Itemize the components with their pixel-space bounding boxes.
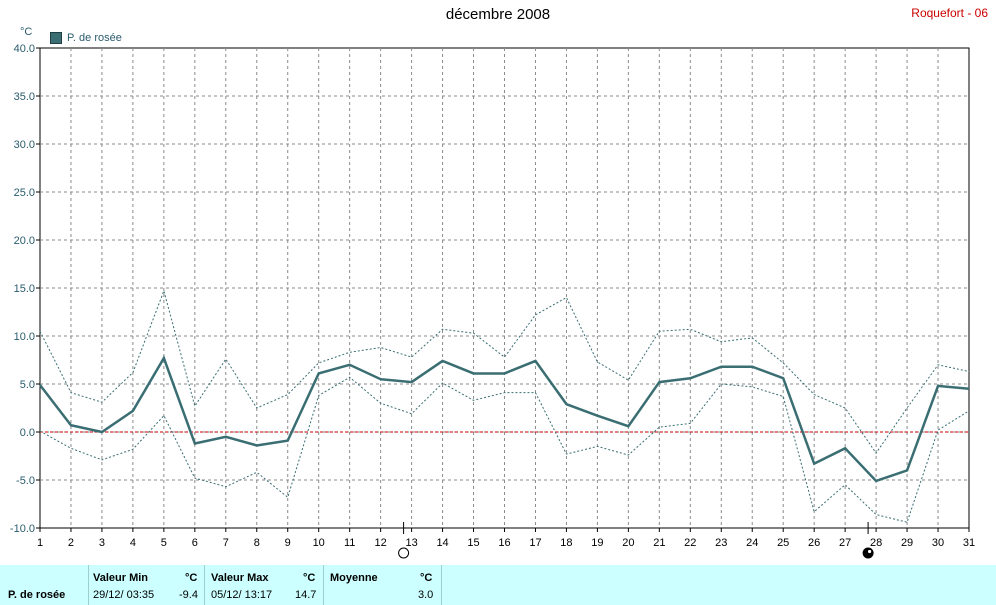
x-tick-label: 8 xyxy=(254,537,260,549)
x-tick-label: 18 xyxy=(560,537,572,549)
y-tick-label: 5.0 xyxy=(20,379,35,391)
x-tick-label: 22 xyxy=(684,537,696,549)
x-tick-label: 23 xyxy=(715,537,727,549)
x-tick-label: 9 xyxy=(285,537,291,549)
x-tick-label: 25 xyxy=(777,537,789,549)
x-tick-label: 10 xyxy=(313,537,325,549)
x-tick-label: 31 xyxy=(963,537,975,549)
x-tick-label: 29 xyxy=(901,537,913,549)
chart-title: décembre 2008 xyxy=(445,6,551,23)
series-line-min xyxy=(39,376,970,523)
x-tick-label: 15 xyxy=(467,537,479,549)
stats-avg-header: Moyenne xyxy=(330,572,378,584)
stats-min-cell: Valeur Min °C 29/12/ 03:35 -9.4 xyxy=(89,565,205,605)
x-tick-label: 28 xyxy=(870,537,882,549)
stats-max-header: Valeur Max xyxy=(211,572,269,584)
stats-max-date: 05/12/ 13:17 xyxy=(211,589,273,601)
y-tick-label: 20.0 xyxy=(14,235,35,247)
stats-series-cell: P. de rosée xyxy=(0,565,89,605)
series-line-mean xyxy=(39,355,970,483)
series-line-max xyxy=(39,289,970,455)
stats-max-cell: Valeur Max °C 05/12/ 13:17 14.7 xyxy=(205,565,324,605)
x-tick-label: 26 xyxy=(808,537,820,549)
stats-max-unit: °C xyxy=(303,572,316,584)
stats-max-value: 14.7 xyxy=(295,589,317,601)
x-tick-label: 21 xyxy=(653,537,665,549)
stats-bar: P. de rosée Valeur Min °C 29/12/ 03:35 -… xyxy=(0,565,996,605)
x-tick-label: 5 xyxy=(161,537,167,549)
y-axis-unit: °C xyxy=(20,26,33,38)
x-tick-label: 11 xyxy=(344,537,355,549)
x-tick-label: 7 xyxy=(223,537,229,549)
stats-avg-unit: °C xyxy=(420,572,433,584)
stats-avg-value: 3.0 xyxy=(418,589,434,601)
legend: P. de rosée xyxy=(50,32,122,44)
x-tick-label: 6 xyxy=(192,537,198,549)
x-tick-label: 24 xyxy=(746,537,758,549)
y-tick-label: 10.0 xyxy=(14,331,35,343)
x-tick-label: 20 xyxy=(622,537,634,549)
stats-min-value: -9.4 xyxy=(179,589,198,601)
chart-area: -10.0 -5.0 0.0 5.0 10.0 15.0 20.0 25.0 30.0 35.0 4… xyxy=(10,43,975,559)
y-tick-label: 40.0 xyxy=(14,43,35,55)
x-tick-label: 14 xyxy=(436,537,448,549)
y-tick-label: 15.0 xyxy=(14,283,35,295)
stats-min-date: 29/12/ 03:35 xyxy=(93,589,155,601)
station-name: Roquefort - 06 xyxy=(911,6,988,20)
x-tick-label: 1 xyxy=(37,537,43,549)
stats-series-name: P. de rosée xyxy=(8,589,66,601)
legend-label: P. de rosée xyxy=(67,32,122,44)
stats-avg-cell: Moyenne °C 3.0 xyxy=(324,565,442,605)
new-moon-icon xyxy=(862,547,874,559)
y-tick-label: 0.0 xyxy=(20,427,35,439)
x-tick-label: 17 xyxy=(529,537,541,549)
x-tick-label: 4 xyxy=(130,537,136,549)
y-tick-label: 35.0 xyxy=(14,91,35,103)
x-tick-label: 12 xyxy=(375,537,387,549)
new-moon-highlight xyxy=(868,549,872,554)
x-tick-label: 27 xyxy=(839,537,851,549)
y-tick-label: 30.0 xyxy=(14,139,35,151)
y-tick-label: -5.0 xyxy=(16,475,35,487)
y-tick-label: 25.0 xyxy=(14,187,35,199)
stats-min-header: Valeur Min xyxy=(93,572,149,584)
legend-swatch xyxy=(50,32,62,44)
y-tick-label: -10.0 xyxy=(10,523,35,535)
stats-min-unit: °C xyxy=(185,572,198,584)
x-tick-label: 2 xyxy=(68,537,74,549)
x-tick-label: 16 xyxy=(498,537,510,549)
full-moon-icon xyxy=(398,547,410,559)
x-tick-label: 3 xyxy=(99,537,105,549)
x-tick-label: 30 xyxy=(932,537,944,549)
x-tick-label: 13 xyxy=(405,537,417,549)
x-tick-label: 19 xyxy=(591,537,603,549)
